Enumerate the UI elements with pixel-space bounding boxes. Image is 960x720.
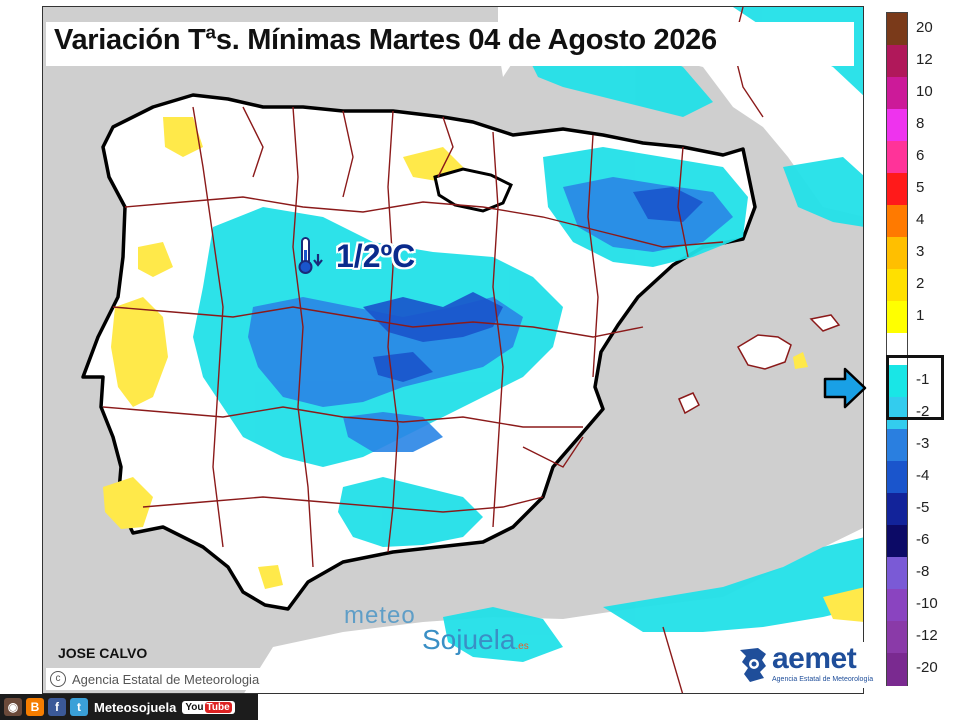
watermark-suffix: .es — [515, 641, 529, 652]
legend-swatch — [887, 461, 907, 494]
facebook-icon[interactable]: f — [48, 698, 66, 716]
agency-credit: c Agencia Estatal de Meteorologia — [46, 668, 288, 690]
legend-label: 2 — [916, 275, 925, 292]
aemet-logo: aemet Agencia Estatal de Meteorología — [736, 642, 874, 688]
instagram-icon[interactable]: ◉ — [4, 698, 22, 716]
legend-swatch — [887, 589, 907, 622]
legend-label: 5 — [916, 179, 925, 196]
legend-swatch — [887, 301, 907, 334]
aemet-emblem-icon — [740, 648, 766, 682]
legend-label: -8 — [916, 563, 930, 580]
legend-label: -4 — [916, 467, 930, 484]
color-legend — [886, 12, 908, 686]
legend-label: -10 — [916, 595, 938, 612]
right-arrow-icon — [823, 367, 867, 409]
legend-swatch — [887, 493, 907, 526]
watermark-top: meteo — [344, 602, 416, 629]
author-credit: JOSE CALVO — [58, 645, 148, 661]
menorca — [809, 314, 841, 332]
legend-label: 12 — [916, 51, 933, 68]
legend-highlight-box — [886, 355, 944, 420]
legend-label: 6 — [916, 147, 925, 164]
legend-swatch — [887, 269, 907, 302]
mallorca — [736, 334, 792, 370]
legend-label: 3 — [916, 243, 925, 260]
legend-swatch — [887, 653, 907, 686]
social-bar: ◉ B f t Meteosojuela You Tube — [0, 694, 258, 720]
legend-label: -1 — [916, 371, 930, 388]
youtube-icon[interactable]: You Tube — [182, 700, 235, 714]
legend-label: 1 — [916, 307, 925, 324]
ibiza — [678, 392, 700, 415]
aemet-wordmark: aemet — [772, 642, 857, 675]
legend-label: -3 — [916, 435, 930, 452]
legend-swatch — [887, 621, 907, 654]
legend-swatch — [887, 173, 907, 206]
legend-label: -2 — [916, 403, 930, 420]
legend-label: 10 — [916, 83, 933, 100]
map-title: Variación Tªs. Mínimas Martes 04 de Agos… — [54, 24, 717, 56]
legend-swatch — [887, 429, 907, 462]
legend-label: 20 — [916, 19, 933, 36]
legend-swatch — [887, 141, 907, 174]
temperature-annotation: 1/2ºC — [296, 236, 415, 276]
cold-anomaly-dark — [363, 187, 703, 382]
aemet-subtitle: Agencia Estatal de Meteorología — [772, 676, 874, 683]
legend-swatch — [887, 397, 907, 430]
copyright-icon: c — [50, 671, 66, 687]
legend-label: 4 — [916, 211, 925, 228]
legend-swatch — [887, 237, 907, 270]
blogger-icon[interactable]: B — [26, 698, 44, 716]
legend-swatch — [887, 525, 907, 558]
social-handle: Meteosojuela — [94, 699, 177, 715]
legend-swatch — [887, 45, 907, 78]
legend-label: 8 — [916, 115, 925, 132]
legend-swatch — [887, 13, 907, 46]
legend-label: -6 — [916, 531, 930, 548]
map-frame — [42, 6, 864, 694]
province-borders — [102, 106, 724, 568]
legend-swatch — [887, 109, 907, 142]
legend-swatch — [887, 365, 907, 398]
map-canvas — [81, 7, 863, 693]
title-background — [46, 22, 854, 66]
watermark-bottom: Sojuela.es — [422, 624, 529, 656]
temperature-annotation-text: 1/2ºC — [336, 237, 416, 274]
africa-land — [244, 527, 863, 693]
agency-credit-text: Agencia Estatal de Meteorologia — [72, 671, 260, 687]
legend-swatch — [887, 205, 907, 238]
legend-label: -12 — [916, 627, 938, 644]
meteosojuela-watermark: meteo Sojuela.es — [344, 602, 529, 656]
legend-label: -20 — [916, 659, 938, 676]
thermometer-down-icon — [298, 237, 323, 274]
twitter-icon[interactable]: t — [70, 698, 88, 716]
watermark-name: Sojuela — [422, 624, 516, 655]
legend-swatch — [887, 77, 907, 110]
la-rioja-outline — [433, 167, 513, 213]
legend-label: -5 — [916, 499, 930, 516]
legend-swatch — [887, 557, 907, 590]
youtube-tube: Tube — [204, 701, 232, 713]
youtube-you: You — [185, 701, 204, 713]
